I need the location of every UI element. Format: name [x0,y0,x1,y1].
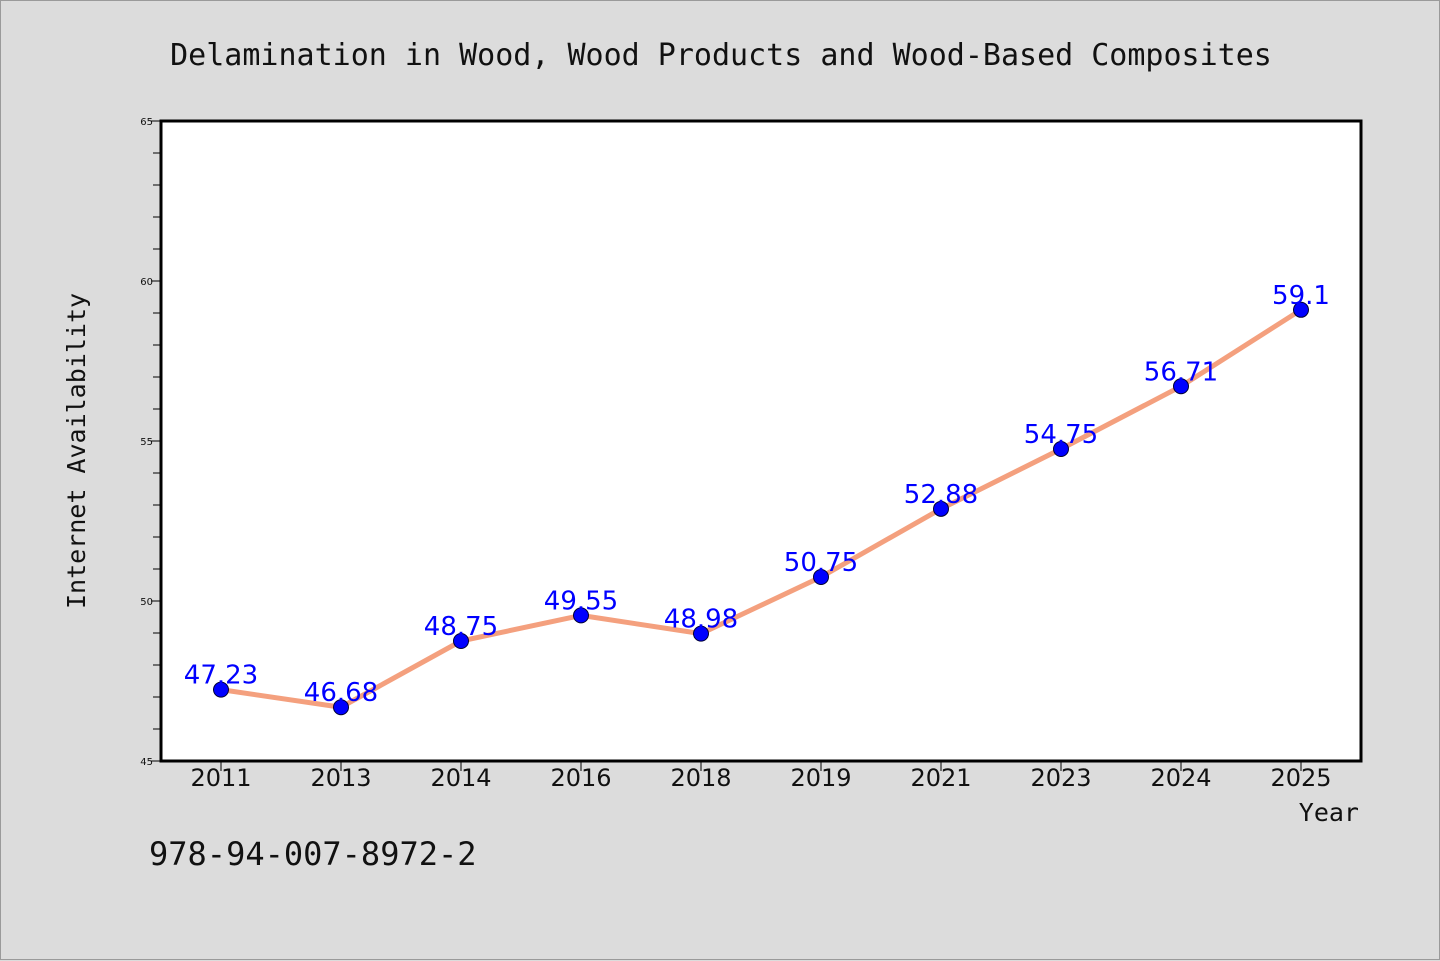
footer-isbn: 978-94-007-8972-2 [149,835,477,873]
x-axis-ticks: 2011 2013 2014 2016 2018 2019 2021 2023 2024 2025 [190,761,1332,792]
chart-title: Delamination in Wood, Wood Products and … [170,38,1272,73]
data-point [933,500,949,517]
data-point [1053,441,1069,457]
x-axis-label: Year [1299,798,1359,827]
plot-area [159,119,1363,763]
data-label: 49.55 [544,586,618,616]
x-tick-label: 2021 [910,764,971,792]
data-point [693,625,709,642]
data-point [453,633,469,649]
data-point [333,699,349,716]
data-point [213,681,229,698]
data-label: 46.68 [304,678,378,708]
x-tick-label: 2011 [190,764,251,792]
data-point [573,607,589,624]
data-label: 59.1 [1272,281,1330,311]
x-tick-label: 2024 [1150,764,1211,792]
data-label: 56.71 [1144,357,1218,387]
x-tick-label: 2023 [1030,764,1091,792]
data-label: 54.75 [1024,420,1098,450]
y-axis-label: Internet Availability [62,293,91,609]
data-label: 50.75 [784,548,858,578]
series-line [220,307,1303,710]
y-tick-label: 45 [140,757,153,768]
y-axis-ticks: 45 50 55 60 65 [140,117,161,768]
data-label: 52.88 [904,480,978,510]
x-tick-label: 2019 [790,764,851,792]
x-tick-label: 2013 [310,764,371,792]
data-label: 47.23 [184,661,258,691]
series-group [213,301,1309,716]
data-label: 48.75 [424,612,498,642]
x-tick-label: 2018 [670,764,731,792]
data-point [1173,378,1189,395]
data-label: 48.98 [664,605,738,635]
y-tick-label: 50 [140,597,153,608]
data-labels-group: 47.23 46.68 48.75 49.55 48.98 50.75 52.88 54.75… [184,281,1330,708]
x-tick-label: 2014 [430,764,491,792]
y-tick-label: 60 [140,277,153,288]
y-tick-label: 65 [140,117,153,128]
data-point [1293,301,1309,318]
data-point [813,569,829,585]
x-tick-label: 2025 [1270,764,1331,792]
x-tick-label: 2016 [550,764,611,792]
y-tick-label: 55 [140,437,153,448]
